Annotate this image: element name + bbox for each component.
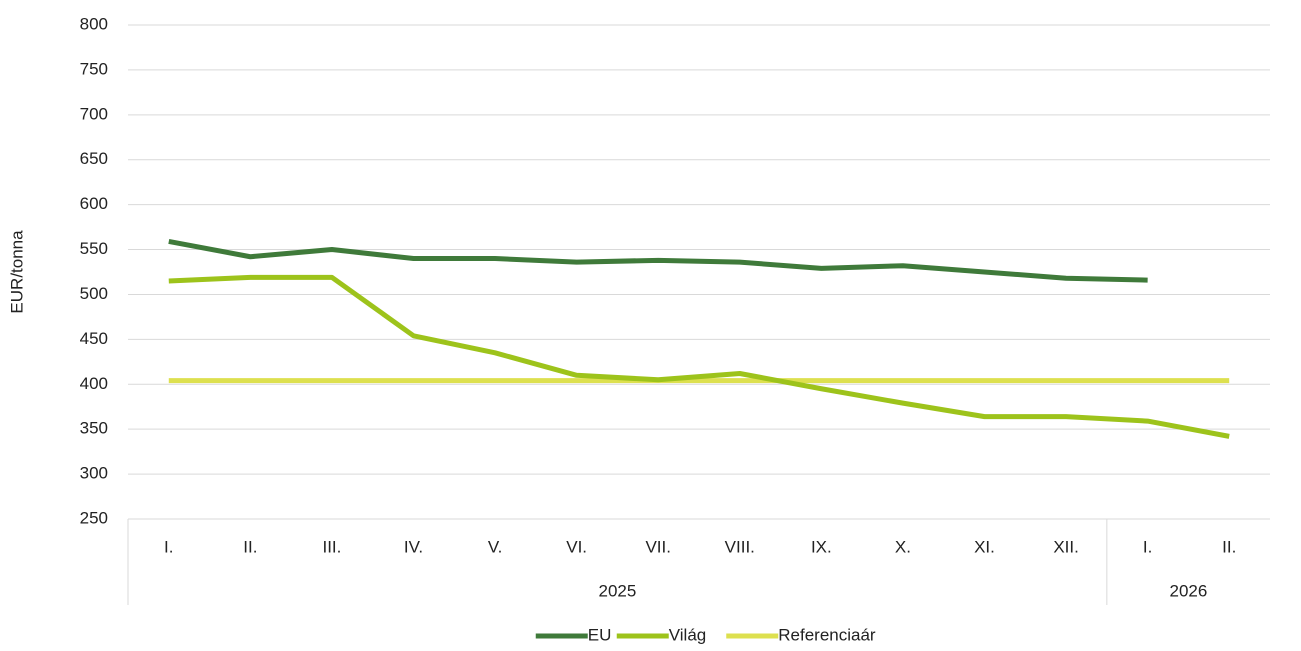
group-label: 2026 [1170, 581, 1208, 600]
y-tick-label: 250 [80, 508, 108, 527]
y-tick-label: 400 [80, 374, 108, 393]
y-tick-label: 750 [80, 59, 108, 78]
y-tick-label: 450 [80, 329, 108, 348]
x-tick-label: IX. [811, 537, 832, 556]
legend-label: Referenciaár [778, 625, 876, 644]
legend-label: EU [588, 625, 612, 644]
x-tick-label: I. [164, 537, 173, 556]
x-tick-label: II. [243, 537, 257, 556]
x-tick-label: III. [322, 537, 341, 556]
group-label: 2025 [599, 581, 637, 600]
y-tick-label: 550 [80, 239, 108, 258]
x-tick-label: IV. [404, 537, 423, 556]
y-tick-label: 700 [80, 104, 108, 123]
x-tick-label: II. [1222, 537, 1236, 556]
y-tick-label: 800 [80, 14, 108, 33]
y-tick-label: 650 [80, 149, 108, 168]
x-tick-label: VII. [645, 537, 671, 556]
legend-label: Világ [669, 625, 707, 644]
series-line [168, 274, 1230, 439]
x-tick-label: VI. [566, 537, 587, 556]
y-axis-label: EUR/tonna [7, 230, 26, 314]
series-line [168, 239, 1148, 283]
x-tick-label: V. [488, 537, 503, 556]
y-tick-label: 350 [80, 419, 108, 438]
x-tick-label: I. [1143, 537, 1152, 556]
x-tick-label: VIII. [725, 537, 755, 556]
y-tick-label: 600 [80, 194, 108, 213]
y-tick-label: 500 [80, 284, 108, 303]
y-tick-label: 300 [80, 464, 108, 483]
x-tick-label: XII. [1053, 537, 1079, 556]
x-tick-label: X. [895, 537, 911, 556]
x-tick-label: XI. [974, 537, 995, 556]
